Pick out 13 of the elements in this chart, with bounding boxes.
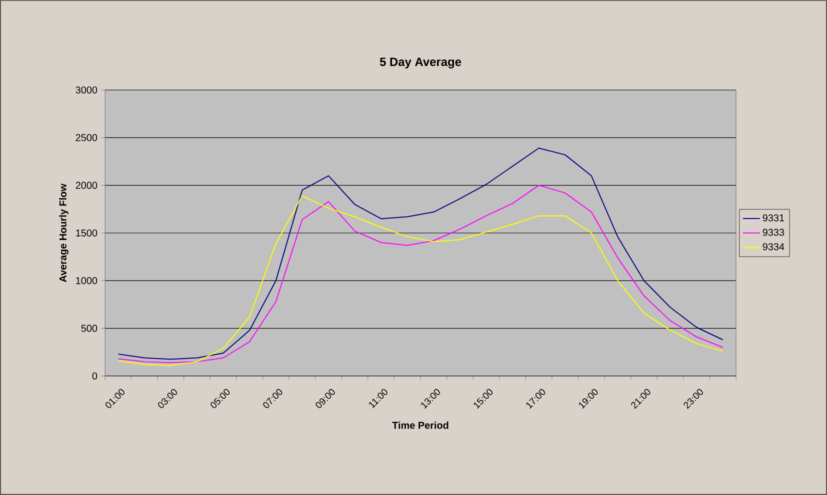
y-tick-label: 500: [81, 324, 98, 332]
y-tick-label: 3000: [76, 86, 98, 94]
y-tick-label: 1500: [76, 229, 98, 237]
legend-label: 9331: [762, 214, 784, 222]
y-tick-label: 1000: [76, 277, 98, 284]
y-tick-label: 0: [92, 372, 98, 380]
y-tick-label: 2000: [76, 182, 98, 189]
legend-label: 9333: [762, 228, 784, 236]
y-tick-label: 2500: [76, 134, 98, 142]
y-axis-title: Average Hourly Flow: [59, 184, 68, 282]
chart-title: 5 Day Average: [380, 58, 462, 68]
legend-label: 9334: [762, 243, 784, 250]
x-axis-title: Time Period: [392, 421, 448, 429]
